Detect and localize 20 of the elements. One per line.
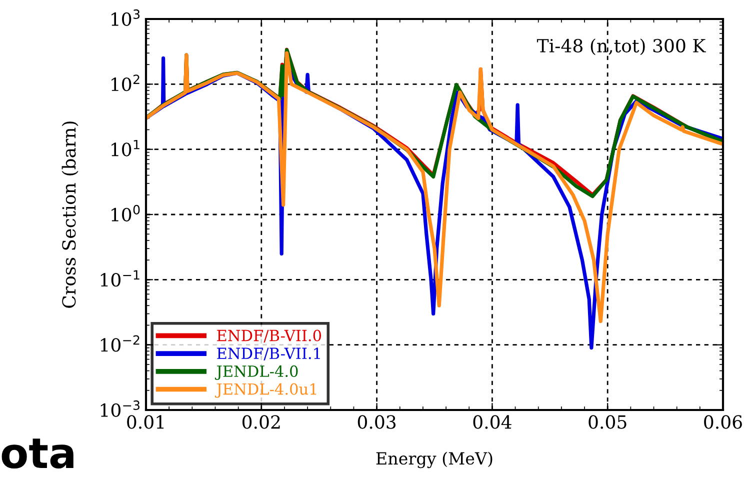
x-tick-label: 0.06 [704, 415, 742, 429]
text: ota [2, 438, 74, 469]
x-tick-label: 0.02 [242, 415, 280, 429]
y-tick-label: 10$^{−1}$ [100, 270, 140, 287]
y-tick-label: 10$^{−2}$ [100, 335, 140, 352]
y-tick-label: 10$^{0}$ [112, 204, 140, 222]
y-tick-label: 10$^{1}$ [112, 140, 140, 156]
legend-label: ENDF/B-VII.1 [217, 348, 320, 360]
legend-label: JENDL-4.0u1 [214, 383, 316, 398]
x-tick-label: 0.01 [127, 415, 164, 429]
x-tick-label: 0.05 [588, 415, 626, 429]
legend-label: JENDL-4.0 [214, 365, 298, 380]
x-tick-label: 0.04 [473, 415, 512, 429]
y-tick-label: 10$^{2}$ [112, 74, 140, 92]
x-axis-title: Energy (MeV) [376, 452, 492, 468]
x-tick-label: 0.03 [358, 415, 396, 429]
annotation: Ti-48 (n,tot) 300 K [536, 38, 706, 56]
y-axis-title: Cross Section (barn) [62, 122, 78, 308]
legend-label: ENDF/B-VII.0 [217, 330, 322, 342]
y-tick-label: 10$^{3}$ [112, 9, 140, 26]
